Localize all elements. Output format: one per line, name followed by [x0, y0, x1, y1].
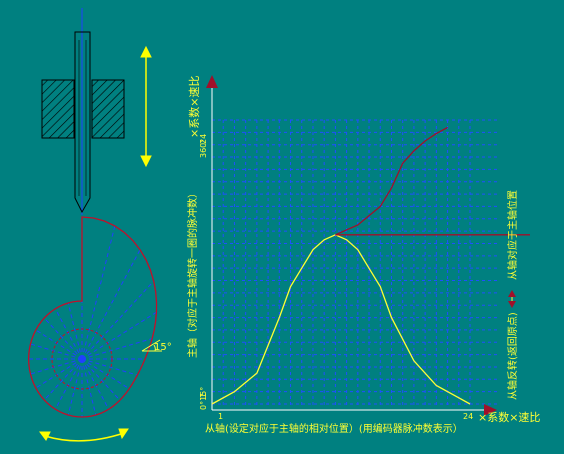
right-arrows: [508, 290, 516, 308]
cam-radial-line: [43, 317, 83, 360]
base-circle: [51, 328, 113, 390]
cam-radial-line: [81, 225, 116, 360]
chart-series: [211, 126, 530, 405]
chart-grid: [211, 119, 498, 408]
cam-radial-line: [81, 280, 155, 360]
cam-radial-line: [30, 358, 83, 375]
cam-radial-line: [81, 311, 157, 360]
cam-outline: [27, 216, 158, 418]
cam-profile: [27, 216, 158, 418]
cam-radial-line: [81, 358, 110, 410]
y-axis-unit: ×系数×速比: [188, 75, 201, 138]
cam-radial-line: [35, 358, 83, 389]
y-axis-title: 主轴（对应于主轴旋转一圈的脉冲数）: [188, 188, 199, 358]
cam-radial-line: [81, 358, 97, 416]
angle-marker: [141, 339, 162, 352]
cam-radial-line: [67, 358, 83, 416]
travel-arrow: [140, 45, 152, 168]
cam-radial-line: [54, 358, 83, 410]
series-line-1: [211, 234, 471, 405]
angle-label: 15°: [154, 342, 172, 353]
cam-radial-line: [81, 358, 130, 390]
series-line-2: [335, 126, 448, 236]
chart-axes: [206, 75, 497, 416]
cam-radial-line: [81, 358, 121, 401]
cam-radial-line: [35, 329, 83, 360]
right-label-upper: 从轴对应于主轴位置: [508, 190, 519, 280]
cam-radial-line: [81, 249, 141, 360]
shaft-assembly: [41, 8, 125, 215]
cam-radial-line: [30, 343, 83, 360]
y-tick-min-deg: 0°15°: [199, 386, 208, 410]
cam-radial-line: [81, 338, 153, 360]
cam-radial-line: [81, 358, 138, 376]
rotation-arrow: [39, 428, 129, 442]
x-axis-title: 从轴(设定对应于主轴的相对位置）(用编码器脉冲数表示）: [205, 424, 463, 435]
y-tick-max-deg: 360°: [199, 138, 208, 158]
x-axis-unit: ×系数×速比: [478, 411, 541, 424]
cam-radial-line: [43, 358, 83, 401]
x-tick-min: 1: [218, 412, 224, 421]
cam-center: [79, 356, 85, 362]
right-label-lower: 从轴反转(返回原点): [508, 312, 519, 400]
cam-radial-line: [67, 302, 83, 360]
cam-radial-line: [54, 308, 83, 360]
x-tick-max: 24: [463, 412, 474, 421]
